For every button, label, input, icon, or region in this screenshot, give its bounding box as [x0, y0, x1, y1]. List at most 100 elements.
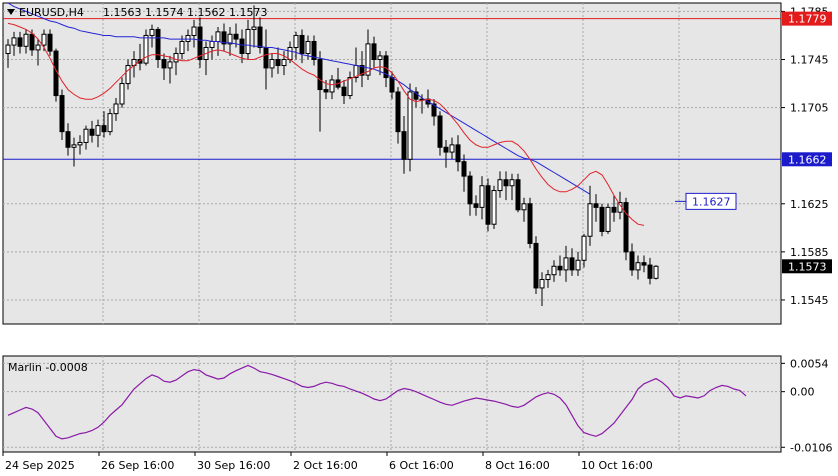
bullish-candle-body — [581, 235, 587, 261]
bullish-candle-body — [587, 203, 593, 237]
bullish-candle-body — [365, 43, 371, 76]
bullish-candle-body — [563, 257, 569, 271]
candle — [101, 111, 107, 138]
candle — [77, 135, 83, 155]
bearish-candle-body — [311, 40, 317, 61]
bearish-candle-body — [485, 185, 491, 225]
candle — [275, 47, 281, 74]
candle — [491, 185, 497, 230]
bullish-candle-body — [329, 79, 335, 93]
candle — [107, 108, 113, 136]
time-axis: 24 Sep 2025 26 Sep 16:00 30 Sep 16:00 2 Oct… — [2, 452, 653, 472]
candle — [143, 29, 149, 66]
candle — [485, 178, 491, 232]
candle — [11, 31, 17, 56]
bearish-candle-body — [221, 31, 227, 45]
bullish-candle-body — [377, 55, 383, 61]
bullish-candle-body — [545, 274, 551, 281]
bearish-candle-body — [263, 46, 269, 69]
candle — [257, 17, 263, 54]
bearish-candle-body — [641, 262, 647, 266]
bullish-candle-body — [509, 179, 515, 187]
price-tick-label: 1.1625 — [790, 198, 829, 211]
bearish-candle-body — [569, 257, 575, 271]
candle — [533, 236, 539, 294]
bearish-candle-body — [395, 91, 401, 133]
candle — [359, 51, 365, 88]
bullish-candle-body — [575, 259, 581, 271]
bearish-candle-body — [239, 38, 245, 54]
price-levels — [3, 18, 781, 202]
bearish-candle-body — [371, 43, 377, 61]
candle — [629, 243, 635, 276]
candle — [497, 171, 503, 198]
price-grid — [3, 3, 781, 324]
bearish-candle-body — [323, 89, 329, 93]
candle — [329, 75, 335, 100]
slow-moving-average-line — [7, 2, 591, 195]
candle — [47, 29, 53, 56]
candle — [413, 87, 419, 108]
candle — [71, 137, 77, 167]
candle — [611, 195, 617, 222]
bearish-candle-body — [383, 55, 389, 79]
oscillator-panel[interactable] — [2, 355, 782, 453]
candle — [563, 245, 569, 282]
candle — [191, 19, 197, 48]
bullish-candle-body — [149, 28, 155, 36]
candle — [647, 257, 653, 285]
bearish-candle-body — [197, 26, 203, 61]
candle — [635, 255, 641, 280]
price-tick-label: 1.1705 — [790, 102, 829, 115]
candle — [65, 123, 71, 156]
bullish-candle-body — [293, 34, 299, 48]
bullish-candle-body — [113, 103, 119, 115]
bullish-candle-body — [71, 144, 77, 148]
oscillator-title: Marlin -0.0008 — [8, 361, 88, 374]
bullish-candle-body — [449, 144, 455, 153]
candle — [29, 29, 35, 56]
bullish-candle-body — [653, 265, 659, 279]
bearish-candle-body — [557, 265, 563, 271]
bullish-candle-body — [539, 279, 545, 289]
level-callout-box[interactable] — [685, 192, 737, 210]
bearish-candle-body — [623, 202, 629, 253]
bearish-candle-body — [89, 128, 95, 136]
price-level-labels: 1.1779 1.1662 1.1627 1.1573 — [685, 11, 832, 274]
candle — [383, 51, 389, 88]
bullish-candle-body — [107, 113, 113, 133]
candle — [89, 120, 95, 143]
bullish-candle-body — [551, 265, 557, 276]
candle — [35, 39, 41, 66]
candle — [503, 171, 509, 201]
bullish-candle-body — [185, 34, 191, 42]
bearish-candle-body — [317, 59, 323, 91]
bullish-candle-body — [251, 26, 257, 30]
bullish-candle-body — [245, 28, 251, 54]
bearish-candle-body — [593, 203, 599, 208]
candle — [653, 265, 659, 280]
candle — [623, 197, 629, 261]
candle — [443, 140, 449, 168]
candle — [23, 29, 29, 54]
bullish-candle-body — [227, 33, 233, 45]
candle — [599, 203, 605, 237]
bearish-candle-body — [155, 28, 161, 61]
bullish-candle-body — [41, 33, 47, 46]
price-tick-label: 1.1585 — [790, 246, 829, 259]
bullish-candle-body — [119, 83, 125, 105]
bullish-candle-body — [179, 40, 185, 54]
candle — [545, 269, 551, 288]
bearish-candle-body — [503, 179, 509, 187]
bearish-candle-body — [233, 33, 239, 40]
level-price-tag — [782, 152, 832, 167]
candle — [299, 29, 305, 64]
price-panel[interactable] — [2, 2, 782, 325]
bearish-candle-body — [17, 37, 23, 47]
candle — [317, 51, 323, 132]
candle — [17, 31, 23, 54]
oscillator-axis: 0.0054 0.00 -0.0106 — [781, 357, 832, 454]
candle — [227, 27, 233, 56]
dropdown-triangle-icon[interactable] — [7, 9, 15, 15]
